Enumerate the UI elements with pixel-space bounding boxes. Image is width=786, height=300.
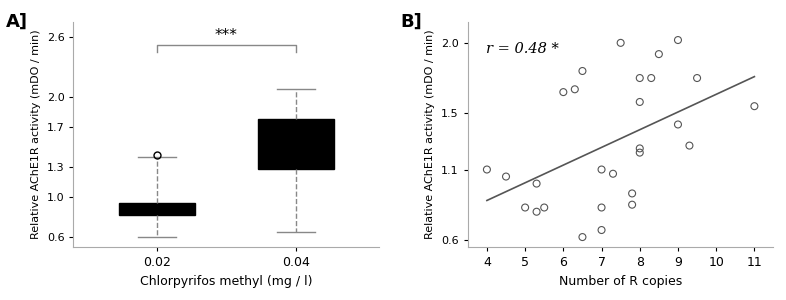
Point	[557, 90, 570, 94]
Y-axis label: Relative AChE1R activity (mDO / min): Relative AChE1R activity (mDO / min)	[425, 29, 435, 239]
Point	[672, 122, 685, 127]
Text: r = 0.48 *: r = 0.48 *	[487, 42, 559, 56]
Point	[519, 205, 531, 210]
Point	[531, 181, 543, 186]
Point	[672, 38, 685, 42]
PathPatch shape	[119, 203, 195, 215]
X-axis label: Chlorpyrifos methyl (mg / l): Chlorpyrifos methyl (mg / l)	[140, 274, 313, 287]
Point	[607, 171, 619, 176]
PathPatch shape	[258, 119, 334, 169]
Point	[634, 150, 646, 155]
Point	[576, 235, 589, 239]
Point	[748, 104, 761, 109]
Point	[626, 202, 638, 207]
Point	[634, 100, 646, 104]
X-axis label: Number of R copies: Number of R copies	[559, 274, 682, 287]
Point	[538, 205, 550, 210]
Point	[615, 40, 627, 45]
Text: ***: ***	[215, 28, 237, 43]
Point	[634, 146, 646, 151]
Point	[568, 87, 581, 92]
Point	[576, 69, 589, 74]
Point	[626, 191, 638, 196]
Point	[595, 205, 608, 210]
Text: A]: A]	[6, 13, 28, 31]
Point	[595, 228, 608, 232]
Y-axis label: Relative AChE1R activity (mDO / min): Relative AChE1R activity (mDO / min)	[31, 29, 41, 239]
Point	[595, 167, 608, 172]
Point	[500, 174, 512, 179]
Text: B]: B]	[401, 13, 422, 31]
Point	[645, 76, 658, 80]
Point	[531, 209, 543, 214]
Point	[691, 76, 703, 80]
Point	[683, 143, 696, 148]
Point	[634, 76, 646, 80]
Point	[480, 167, 493, 172]
Point	[652, 52, 665, 56]
